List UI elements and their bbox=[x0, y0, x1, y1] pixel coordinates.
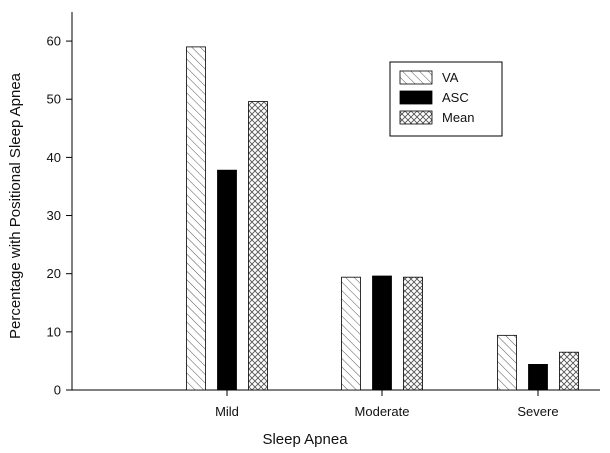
bar-mean-mild bbox=[248, 101, 268, 391]
x-tick-label: Severe bbox=[517, 404, 558, 419]
bar-va-severe bbox=[497, 334, 517, 391]
legend-swatch-asc bbox=[399, 90, 433, 105]
y-axis: 0 10 20 30 40 50 60 bbox=[47, 12, 73, 398]
bars bbox=[186, 46, 579, 391]
bar-asc-mild bbox=[217, 169, 237, 391]
legend-label-va: VA bbox=[442, 70, 459, 85]
x-axis-title: Sleep Apnea bbox=[262, 431, 348, 448]
y-tick-label: 50 bbox=[47, 92, 61, 107]
legend-label-asc: ASC bbox=[442, 90, 469, 105]
legend-swatch-mean bbox=[399, 110, 433, 125]
legend-label-mean: Mean bbox=[442, 110, 475, 125]
bar-asc-severe bbox=[528, 364, 548, 391]
legend: VA ASC Mean bbox=[389, 61, 503, 137]
bar-mean-severe bbox=[559, 351, 579, 391]
x-tick-label: Mild bbox=[215, 404, 239, 419]
x-tick-label: Moderate bbox=[355, 404, 410, 419]
bar-va-moderate bbox=[341, 276, 361, 391]
y-tick-label: 60 bbox=[47, 34, 61, 49]
bar-mean-moderate bbox=[403, 276, 423, 391]
y-tick-label: 10 bbox=[47, 324, 61, 339]
x-axis: Mild Moderate Severe bbox=[72, 389, 600, 419]
y-tick-label: 0 bbox=[54, 383, 61, 398]
bar-asc-moderate bbox=[372, 275, 392, 391]
y-tick-label: 30 bbox=[47, 208, 61, 223]
bar-va-mild bbox=[186, 46, 206, 391]
legend-swatch-va bbox=[399, 70, 433, 85]
y-tick-label: 40 bbox=[47, 150, 61, 165]
y-axis-title: Percentage with Positional Sleep Apnea bbox=[7, 72, 24, 339]
y-tick-label: 20 bbox=[47, 266, 61, 281]
